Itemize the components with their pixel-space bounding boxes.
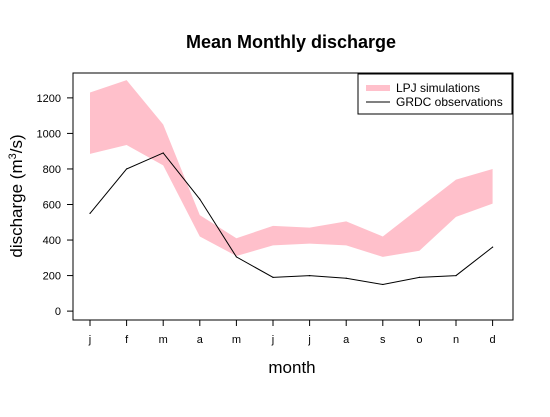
y-tick-label: 600 — [43, 199, 61, 211]
lpj-simulation-band — [90, 80, 493, 257]
series-point-0 — [418, 276, 420, 278]
legend-label-lpj: LPJ simulations — [396, 81, 480, 95]
x-tick-label: j — [271, 334, 274, 346]
x-tick-label: f — [125, 334, 129, 346]
x-tick-label: a — [197, 334, 204, 346]
x-tick-label: n — [453, 334, 459, 346]
x-axis-label: month — [268, 358, 315, 377]
y-tick-label: 1000 — [37, 128, 61, 140]
series-point-0 — [455, 274, 457, 277]
series-point-0 — [235, 256, 237, 258]
chart-title: Mean Monthly discharge — [186, 32, 396, 52]
x-tick-label: j — [307, 334, 310, 346]
plot-area — [89, 80, 494, 286]
series-point-0 — [345, 277, 347, 279]
y-axis-label-main: discharge (m — [7, 159, 26, 257]
y-tick-label: 400 — [43, 235, 61, 247]
x-tick-label: m — [232, 334, 241, 346]
series-line-0 — [89, 152, 493, 285]
series-point-0 — [199, 198, 201, 200]
y-tick-label: 200 — [43, 271, 61, 283]
legend: LPJ simulations GRDC observations — [357, 73, 513, 115]
axes: j f m a m j j a s o n d 0 200 400 600 800 1000 1200 — [37, 93, 496, 346]
series-point-0 — [309, 274, 311, 277]
y-axis-label: discharge (m3/s) — [7, 134, 26, 257]
x-tick-label: s — [380, 334, 386, 346]
x-tick-label: m — [159, 334, 168, 346]
plot-frame — [72, 72, 514, 321]
x-tick-label: j — [88, 334, 91, 346]
legend-label-grdc: GRDC observations — [396, 95, 503, 109]
y-tick-label: 0 — [55, 306, 61, 318]
y-tick-label: 1200 — [37, 93, 61, 105]
series-point-0 — [89, 212, 91, 214]
y-axis-label-end: /s) — [7, 134, 26, 153]
x-tick-label: d — [490, 334, 496, 346]
series-point-0 — [382, 283, 384, 286]
series-point-0 — [492, 246, 494, 248]
y-axis-label-superscript: 3 — [7, 153, 19, 159]
series-point-0 — [272, 276, 274, 278]
series-point-0 — [162, 152, 164, 154]
series-point-0 — [126, 168, 128, 170]
y-tick-label: 800 — [43, 164, 61, 176]
legend-box — [357, 73, 513, 115]
x-tick-label: a — [343, 334, 350, 346]
x-tick-label: o — [416, 334, 422, 346]
